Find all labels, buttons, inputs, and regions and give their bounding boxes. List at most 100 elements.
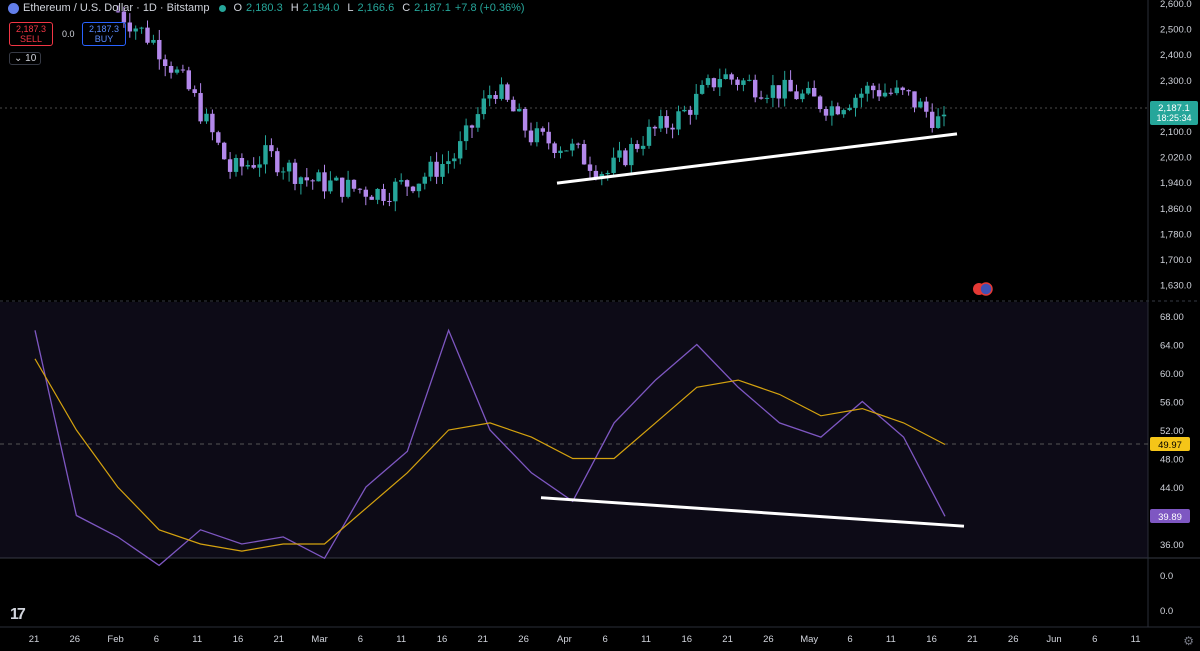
candle	[381, 183, 386, 206]
candle	[481, 90, 486, 120]
last-price-value: 2,187.1	[1158, 103, 1190, 114]
sell-price: 2,187.3	[16, 24, 47, 34]
time-tick: 26	[70, 634, 81, 645]
spread-value: 0.0	[62, 29, 75, 39]
buy-price: 2,187.3	[89, 24, 120, 34]
candle	[930, 103, 935, 133]
candle	[682, 105, 687, 113]
candle	[151, 34, 156, 45]
candle	[446, 150, 451, 174]
symbol-header[interactable]: Ethereum / U.S. Dollar · 1D · Bitstamp O…	[8, 2, 525, 14]
candle	[115, 5, 121, 13]
ohlc-low: 2,166.6	[357, 2, 395, 14]
ohlc-open: 2,180.3	[246, 2, 283, 14]
candle	[174, 66, 180, 75]
candle	[688, 105, 693, 125]
price-tick: 1,630.0	[1160, 281, 1192, 292]
candle	[322, 164, 327, 199]
candle	[941, 106, 947, 127]
candle	[694, 84, 699, 120]
candle	[522, 106, 528, 138]
ohlc-high-label: H	[290, 2, 299, 14]
time-tick: 16	[233, 634, 244, 645]
candle	[741, 78, 746, 92]
time-tick: 6	[603, 634, 608, 645]
rsi-badge	[1150, 509, 1190, 523]
candle	[570, 138, 575, 157]
candle	[528, 122, 534, 146]
candle	[817, 95, 823, 113]
ohlc-low-label: L	[347, 2, 354, 14]
rsi-pane[interactable]	[0, 302, 1148, 558]
price-trendline[interactable]	[556, 132, 958, 185]
candle	[428, 156, 433, 182]
time-tick: 11	[641, 634, 651, 645]
bar-countdown: 18:25:34	[1156, 113, 1191, 123]
time-tick: 16	[682, 634, 693, 645]
rsi-trendline[interactable]	[540, 496, 965, 528]
candle	[764, 94, 770, 104]
candle	[410, 185, 416, 194]
rsi-line	[34, 328, 946, 567]
candle	[847, 104, 852, 112]
candle	[924, 96, 929, 118]
candle	[812, 80, 817, 97]
candle	[133, 25, 138, 40]
candle	[558, 146, 563, 159]
candle	[888, 88, 894, 96]
tradingview-logo-icon[interactable]: 17	[10, 606, 26, 623]
candle	[363, 186, 368, 206]
candle	[127, 13, 132, 38]
time-tick: Jun	[1046, 634, 1061, 645]
time-tick: 21	[722, 634, 733, 645]
interval-badge[interactable]: ⌄ 10	[9, 52, 42, 65]
candle	[387, 192, 392, 207]
candle	[676, 105, 681, 136]
time-tick: 11	[396, 634, 406, 645]
time-tick: May	[800, 634, 818, 645]
sell-button[interactable]: 2,187.3 SELL	[9, 22, 54, 46]
event-flag-icon[interactable]	[973, 282, 993, 296]
candle	[469, 124, 475, 139]
last-price-badge	[1150, 101, 1198, 125]
sell-label: SELL	[20, 34, 43, 44]
time-tick: 16	[437, 634, 448, 645]
candle	[227, 152, 233, 179]
rsi-tick: 44.00	[1160, 483, 1184, 494]
candle	[416, 183, 422, 198]
candle	[546, 122, 551, 150]
candle	[776, 85, 781, 108]
ohlc-close: 2,187.1	[414, 2, 451, 14]
candle	[882, 83, 888, 98]
price-tick: 1,940.0	[1160, 178, 1192, 189]
candle	[168, 61, 174, 79]
time-axis[interactable]: 21 26 Feb 6 11 16 21 Mar 6 11 16 21 26 Apr 6 11 16 21 26 Ma…	[29, 634, 1141, 645]
symbol-title[interactable]: Ethereum / U.S. Dollar · 1D · Bitstamp	[23, 2, 210, 14]
ohlc-high: 2,194.0	[302, 2, 340, 14]
candle	[829, 100, 835, 126]
candle	[871, 83, 876, 99]
candle	[139, 26, 144, 34]
candle	[204, 108, 209, 124]
time-tick: 11	[886, 634, 896, 645]
candle	[635, 140, 640, 153]
candle	[328, 171, 333, 194]
time-tick: 11	[1131, 634, 1141, 645]
ethereum-icon	[8, 2, 19, 14]
rsi-tick: 64.00	[1160, 341, 1184, 352]
rsi-tick: 60.00	[1160, 369, 1184, 380]
time-tick: 21	[274, 634, 285, 645]
candle	[646, 119, 652, 149]
candle	[782, 70, 787, 107]
gear-icon[interactable]: ⚙	[1183, 634, 1194, 648]
candle	[239, 153, 245, 176]
ohlc-open-label: O	[233, 2, 243, 14]
candle	[623, 148, 628, 167]
candle	[841, 108, 846, 118]
candle	[499, 77, 504, 101]
buy-button[interactable]: 2,187.3 BUY	[82, 22, 127, 46]
time-tick: 6	[154, 634, 159, 645]
candle	[747, 74, 752, 82]
candle	[345, 170, 351, 199]
